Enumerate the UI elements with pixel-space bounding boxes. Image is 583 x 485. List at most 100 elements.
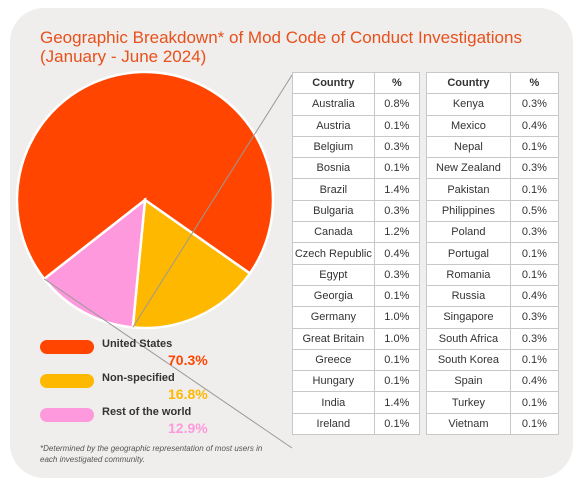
percent-cell: 0.1% [373, 284, 421, 308]
header-percent: % [373, 71, 421, 95]
country-cell: Belgium [292, 135, 375, 159]
table-row: Poland 0.3% [426, 221, 560, 244]
country-cell: South Korea [426, 348, 511, 372]
table-row: Belgium 0.3% [292, 135, 421, 159]
table-row: Germany 1.0% [292, 306, 421, 329]
legend-swatch-rest-of-world [40, 408, 94, 422]
percent-cell: 0.1% [509, 135, 560, 159]
percent-cell: 0.3% [509, 157, 560, 180]
legend-swatch-non-specified [40, 374, 94, 388]
percent-cell: 0.3% [509, 306, 560, 329]
country-cell: Egypt [292, 263, 375, 286]
header-percent: % [509, 71, 560, 95]
percent-cell: 1.0% [373, 327, 421, 350]
country-cell: Poland [426, 221, 511, 244]
country-cell: Georgia [292, 284, 375, 308]
percent-cell: 0.1% [509, 391, 560, 414]
percent-cell: 0.8% [373, 93, 421, 116]
percent-cell: 1.0% [373, 306, 421, 329]
pie-slice-united-states [15, 70, 275, 281]
table-row: Kenya 0.3% [426, 93, 560, 116]
footnote: *Determined by the geographic representa… [40, 444, 263, 464]
country-cell: Vietnam [426, 412, 511, 436]
percent-cell: 0.1% [509, 412, 560, 436]
percent-cell: 0.1% [373, 412, 421, 436]
percent-cell: 0.1% [373, 114, 421, 137]
table-row: Philippines 0.5% [426, 199, 560, 223]
percent-cell: 0.4% [509, 284, 560, 308]
legend-label: Non-specified [102, 372, 175, 384]
percent-cell: 0.1% [373, 348, 421, 372]
table-row: Russia 0.4% [426, 284, 560, 308]
country-table-right: Country % Kenya 0.3% Mexico 0.4% Nepal 0.1% Ne… [426, 71, 560, 436]
table-header-row: Country % [426, 71, 560, 95]
legend-label: United States [102, 338, 173, 350]
country-cell: Spain [426, 370, 511, 393]
table-row: Ireland 0.1% [292, 412, 421, 436]
country-cell: Austria [292, 114, 375, 137]
table-row: South Korea 0.1% [426, 348, 560, 372]
country-cell: South Africa [426, 327, 511, 350]
table-row: New Zealand 0.3% [426, 157, 560, 180]
percent-cell: 0.3% [373, 263, 421, 286]
percent-cell: 0.1% [509, 178, 560, 201]
table-row: Portugal 0.1% [426, 242, 560, 265]
table-row: Brazil 1.4% [292, 178, 421, 201]
legend-value: 16.8% [168, 386, 208, 402]
table-row: Czech Republic 0.4% [292, 242, 421, 265]
table-row: Singapore 0.3% [426, 306, 560, 329]
table-row: Pakistan 0.1% [426, 178, 560, 201]
legend-item-non-specified: Non-specified 16.8% [40, 372, 220, 408]
country-cell: Germany [292, 306, 375, 329]
country-cell: Mexico [426, 114, 511, 137]
country-cell: Portugal [426, 242, 511, 265]
table-row: Egypt 0.3% [292, 263, 421, 286]
percent-cell: 0.3% [373, 199, 421, 223]
table-row: Hungary 0.1% [292, 370, 421, 393]
country-cell: Czech Republic [292, 242, 375, 265]
percent-cell: 1.4% [373, 391, 421, 414]
legend-item-rest-of-world: Rest of the world 12.9% [40, 406, 220, 442]
legend-value: 12.9% [168, 420, 208, 436]
table-row: Romania 0.1% [426, 263, 560, 286]
table-row: Mexico 0.4% [426, 114, 560, 137]
country-cell: Greece [292, 348, 375, 372]
header-country: Country [426, 71, 511, 95]
percent-cell: 0.1% [509, 263, 560, 286]
country-cell: New Zealand [426, 157, 511, 180]
percent-cell: 0.1% [509, 348, 560, 372]
country-cell: Hungary [292, 370, 375, 393]
table-row: Australia 0.8% [292, 93, 421, 116]
table-header-row: Country % [292, 71, 421, 95]
table-row: South Africa 0.3% [426, 327, 560, 350]
table-row: Spain 0.4% [426, 370, 560, 393]
country-cell: Singapore [426, 306, 511, 329]
table-row: Turkey 0.1% [426, 391, 560, 414]
country-cell: Pakistan [426, 178, 511, 201]
connector-line-bottom [43, 278, 293, 449]
country-cell: Turkey [426, 391, 511, 414]
country-cell: India [292, 391, 375, 414]
percent-cell: 1.4% [373, 178, 421, 201]
table-row: Bulgaria 0.3% [292, 199, 421, 223]
percent-cell: 0.5% [509, 199, 560, 223]
country-cell: Nepal [426, 135, 511, 159]
table-row: Greece 0.1% [292, 348, 421, 372]
table-row: Great Britain 1.0% [292, 327, 421, 350]
country-table-left: Country % Australia 0.8% Austria 0.1% Belgiu… [292, 71, 421, 436]
country-cell: Great Britain [292, 327, 375, 350]
percent-cell: 1.2% [373, 221, 421, 244]
table-row: Canada 1.2% [292, 221, 421, 244]
table-row: Vietnam 0.1% [426, 412, 560, 436]
table-row: Austria 0.1% [292, 114, 421, 137]
percent-cell: 0.3% [509, 93, 560, 116]
percent-cell: 0.1% [373, 157, 421, 180]
table-row: Bosnia 0.1% [292, 157, 421, 180]
table-row: Nepal 0.1% [426, 135, 560, 159]
legend-swatch-united-states [40, 340, 94, 354]
legend-label: Rest of the world [102, 406, 192, 418]
connector-line-top [132, 74, 293, 328]
country-cell: Kenya [426, 93, 511, 116]
legend-value: 70.3% [168, 352, 208, 368]
